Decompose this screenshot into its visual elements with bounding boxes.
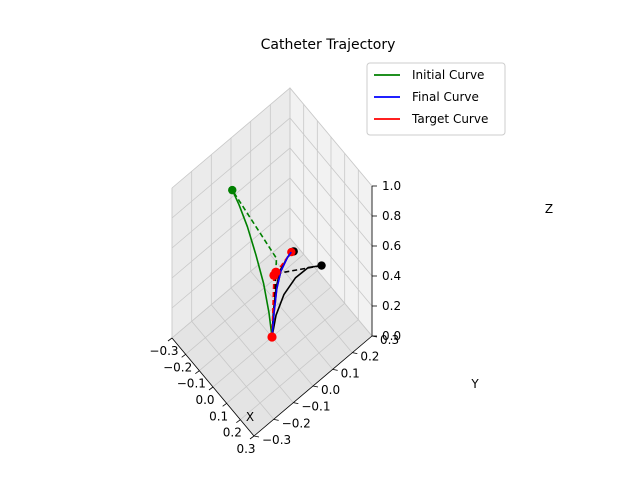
z-tick-label: 0.4 xyxy=(382,269,401,283)
legend: Initial Curve Final Curve Target Curve xyxy=(366,62,506,136)
tick-labels: −0.3−0.2−0.10.00.10.20.3−0.3−0.2−0.10.00… xyxy=(149,179,401,456)
chart-title: Catheter Trajectory xyxy=(261,37,396,53)
y-tick xyxy=(273,418,279,421)
final-curve-line xyxy=(271,251,292,338)
x-tick xyxy=(208,386,214,391)
y-tick-label: 0.2 xyxy=(360,350,379,364)
base-point xyxy=(267,332,277,342)
x-tick xyxy=(222,403,227,407)
y-tick xyxy=(332,368,338,371)
x-tick-label: 0.1 xyxy=(209,409,228,423)
z-tick-label: 1.0 xyxy=(382,179,401,193)
y-tick xyxy=(293,402,299,405)
grid-line-z xyxy=(171,87,373,189)
x-tick-label: −0.2 xyxy=(163,360,192,374)
x-tick-label: 0.3 xyxy=(236,442,255,456)
grid-line-z xyxy=(171,237,373,339)
x-tick-label: −0.1 xyxy=(177,377,206,391)
legend-entry: Initial Curve xyxy=(412,68,484,82)
x-tick xyxy=(249,435,255,440)
y-tick-label: 0.0 xyxy=(321,383,340,397)
grid-line-z xyxy=(171,177,373,279)
y-tick-label: −0.3 xyxy=(262,433,291,447)
y-tick-label: −0.2 xyxy=(282,416,311,430)
legend-entry: Final Curve xyxy=(412,90,479,104)
x-tick xyxy=(167,337,173,342)
grid-line-z xyxy=(171,207,373,309)
legend-entry: Target Curve xyxy=(411,112,488,126)
x-tick-label: 0.0 xyxy=(195,393,214,407)
initial-curve-line xyxy=(231,189,273,338)
data-series xyxy=(228,185,326,342)
z-tick-label: 0.0 xyxy=(382,329,401,343)
y-tick-label: −0.1 xyxy=(301,400,330,414)
mid-control-point-2 xyxy=(271,267,281,277)
y-tick xyxy=(352,352,358,355)
grid-line-z xyxy=(171,147,373,249)
y-tick-label: 0.3 xyxy=(380,333,399,347)
z-tick-label: 0.2 xyxy=(382,299,401,313)
y-tick xyxy=(253,435,260,438)
x-axis-label: X xyxy=(246,410,254,424)
path-1-end-point xyxy=(317,261,326,270)
z-tick-label: 0.8 xyxy=(382,209,401,223)
grid-line-z xyxy=(171,117,373,219)
x-tick-label: −0.3 xyxy=(149,344,178,358)
x-tick-label: 0.2 xyxy=(223,426,242,440)
y-tick xyxy=(312,385,319,388)
x-tick xyxy=(181,354,186,358)
x-tick xyxy=(195,370,200,374)
y-axis-label: Y xyxy=(470,377,479,391)
y-tick-label: 0.1 xyxy=(341,366,360,380)
x-tick xyxy=(236,419,241,423)
legend-box xyxy=(366,62,506,136)
z-tick-label: 0.6 xyxy=(382,239,401,253)
z-axis-label: Z xyxy=(545,202,553,216)
